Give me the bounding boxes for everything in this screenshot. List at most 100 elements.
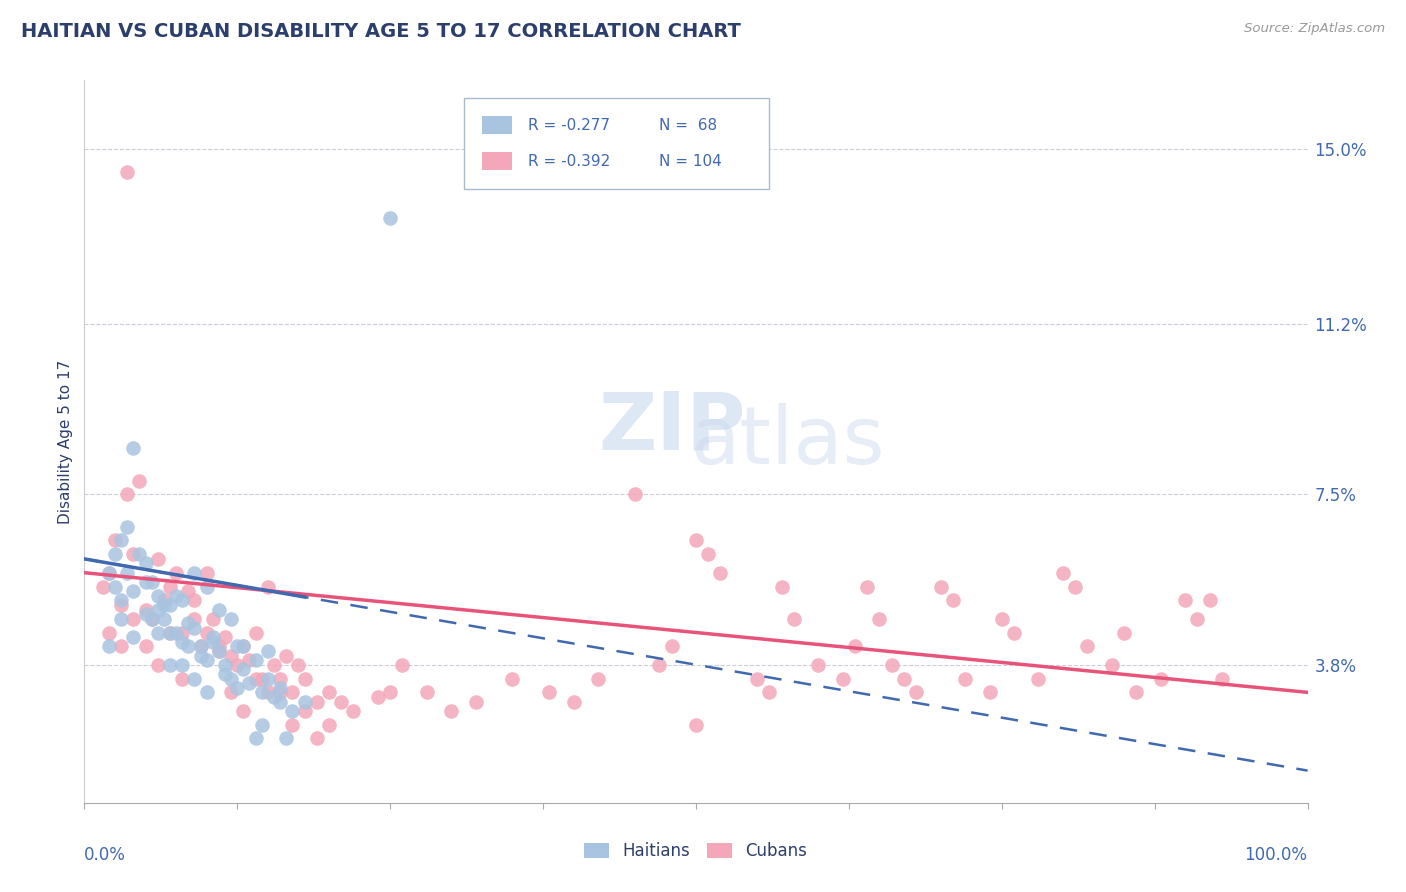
Point <box>330 694 353 708</box>
Point <box>153 598 176 612</box>
Point <box>502 672 524 686</box>
Point <box>177 640 200 654</box>
Point <box>122 584 145 599</box>
Point <box>159 625 181 640</box>
Point <box>122 612 145 626</box>
Point <box>305 731 328 746</box>
Point <box>342 704 364 718</box>
Point <box>269 681 291 695</box>
Point <box>146 589 169 603</box>
Point <box>880 657 903 672</box>
Point <box>122 442 145 456</box>
Point <box>586 672 609 686</box>
Point <box>294 704 316 718</box>
Point <box>1174 593 1197 607</box>
Point <box>135 602 157 616</box>
Point <box>172 672 194 686</box>
Point <box>856 580 879 594</box>
Point <box>294 694 316 708</box>
Point <box>257 672 280 686</box>
Point <box>1002 625 1025 640</box>
Point <box>97 566 120 580</box>
Point <box>709 566 731 580</box>
Point <box>661 640 683 654</box>
Point <box>1028 672 1050 686</box>
Point <box>135 557 157 571</box>
Point <box>869 612 891 626</box>
Point <box>141 612 163 626</box>
Point <box>844 640 866 654</box>
Point <box>685 533 707 548</box>
Point <box>97 640 120 654</box>
Point <box>250 672 273 686</box>
Point <box>159 580 181 594</box>
Point <box>747 672 769 686</box>
Legend: Haitians, Cubans: Haitians, Cubans <box>578 836 814 867</box>
Point <box>758 685 780 699</box>
Point <box>110 593 132 607</box>
Point <box>257 644 280 658</box>
Point <box>287 657 309 672</box>
Point <box>183 672 205 686</box>
Point <box>115 519 138 533</box>
Point <box>232 704 254 718</box>
Point <box>257 685 280 699</box>
Point <box>367 690 389 704</box>
Point <box>183 621 205 635</box>
Point <box>697 547 720 561</box>
Y-axis label: Disability Age 5 to 17: Disability Age 5 to 17 <box>58 359 73 524</box>
Point <box>226 657 249 672</box>
Point <box>110 640 132 654</box>
Point <box>318 685 340 699</box>
Point <box>165 589 187 603</box>
Point <box>226 681 249 695</box>
Point <box>153 593 176 607</box>
Point <box>276 648 298 663</box>
Point <box>294 672 316 686</box>
Point <box>91 580 114 594</box>
Point <box>685 717 707 731</box>
Point <box>440 704 463 718</box>
Point <box>135 574 157 589</box>
Bar <box>482 153 513 170</box>
Point <box>1114 625 1136 640</box>
Point <box>269 685 291 699</box>
Point <box>538 685 561 699</box>
Point <box>245 731 267 746</box>
Point <box>214 657 236 672</box>
Point <box>195 580 218 594</box>
Point <box>250 717 273 731</box>
Point <box>177 616 200 631</box>
Point <box>195 566 218 580</box>
Point <box>219 612 242 626</box>
Text: N = 104: N = 104 <box>659 153 723 169</box>
Point <box>128 547 150 561</box>
Point <box>226 640 249 654</box>
Point <box>159 625 181 640</box>
Point <box>257 580 280 594</box>
Point <box>831 672 853 686</box>
Point <box>783 612 806 626</box>
Text: 100.0%: 100.0% <box>1244 847 1308 864</box>
Point <box>1052 566 1074 580</box>
Point <box>250 685 273 699</box>
Point <box>1076 640 1098 654</box>
Point <box>905 685 928 699</box>
Point <box>416 685 439 699</box>
Point <box>104 533 127 548</box>
Point <box>1064 580 1087 594</box>
Point <box>263 690 285 704</box>
Point <box>219 648 242 663</box>
Point <box>245 653 267 667</box>
Text: R = -0.392: R = -0.392 <box>529 153 610 169</box>
Point <box>318 717 340 731</box>
Point <box>1187 612 1209 626</box>
Point <box>172 625 194 640</box>
Text: atlas: atlas <box>690 402 884 481</box>
Point <box>624 487 647 501</box>
Point <box>122 547 145 561</box>
Point <box>195 625 218 640</box>
Point <box>146 602 169 616</box>
Point <box>115 165 138 179</box>
Point <box>110 598 132 612</box>
